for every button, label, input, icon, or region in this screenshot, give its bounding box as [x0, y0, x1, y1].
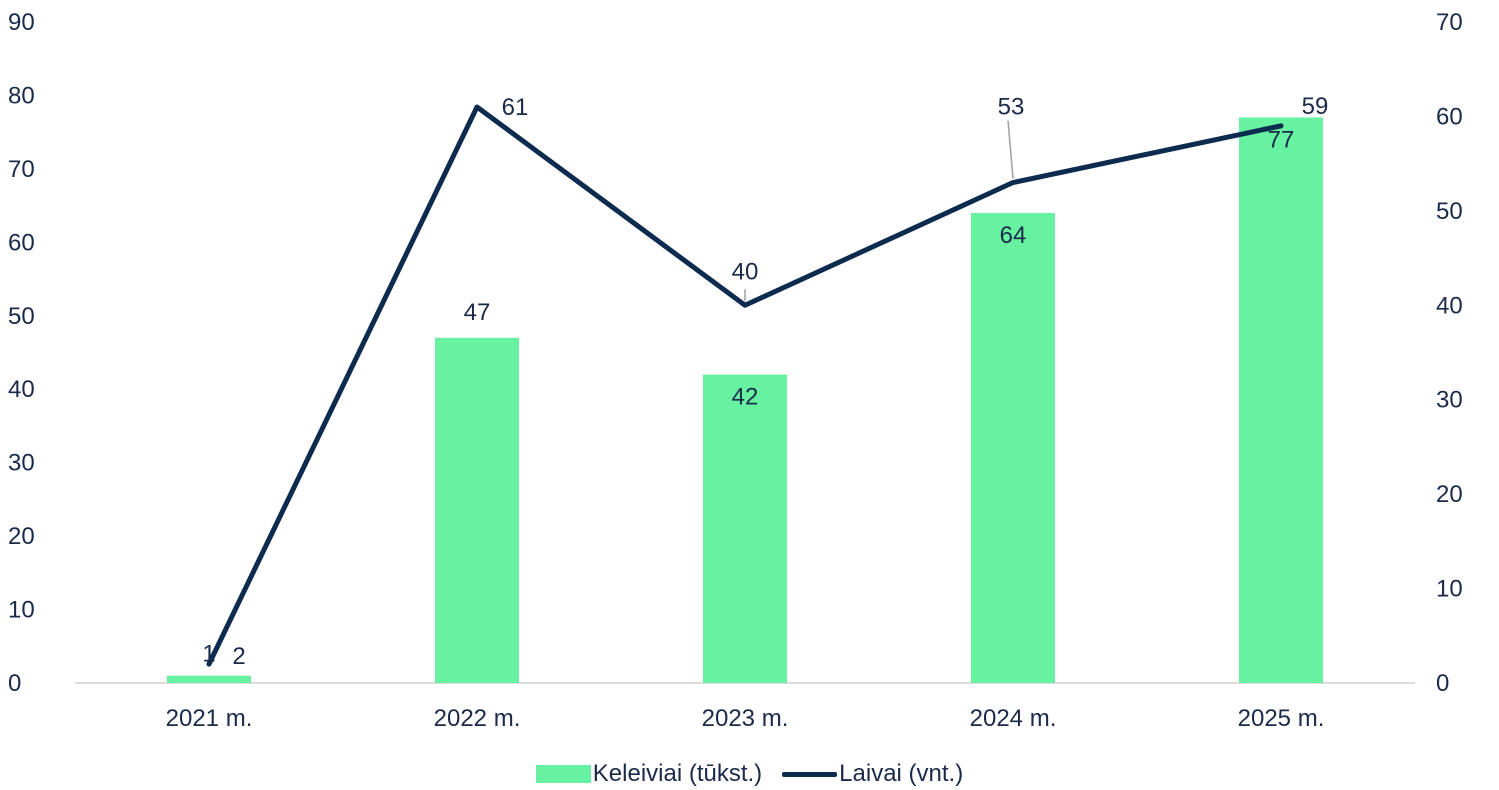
left-axis-tick-label: 60 — [8, 229, 35, 256]
line-point — [476, 106, 478, 108]
right-axis-tick-label: 30 — [1436, 387, 1463, 414]
bar — [167, 675, 251, 683]
legend-label-keleiviai: Keleiviai (tūkst.) — [592, 760, 763, 787]
x-axis-tick-label: 2024 m. — [970, 705, 1057, 732]
x-axis-ticks: 2021 m. 2022 m. 2023 m. 2024 m. 2025 m. — [166, 705, 1325, 732]
bar — [971, 212, 1055, 683]
bar-data-label: 77 — [1268, 126, 1295, 153]
left-axis-tick-label: 70 — [8, 156, 35, 183]
left-axis-tick-label: 10 — [8, 597, 35, 624]
legend-item-laivai: Laivai (vnt.) — [782, 760, 963, 788]
right-axis-tick-label: 50 — [1436, 198, 1463, 225]
legend-line-swatch — [782, 771, 838, 777]
line-data-label: 59 — [1302, 93, 1329, 120]
left-axis-tick-label: 40 — [8, 376, 35, 403]
x-axis-tick-label: 2023 m. — [702, 705, 789, 732]
right-axis-tick-label: 70 — [1436, 9, 1463, 36]
legend: Keleiviai (tūkst.) Laivai (vnt.) — [0, 758, 1499, 790]
left-axis-tick-label: 80 — [8, 82, 35, 109]
right-axis-tick-label: 60 — [1436, 103, 1463, 130]
x-axis-tick-label: 2021 m. — [166, 705, 253, 732]
line-data-label: 61 — [502, 94, 529, 121]
left-axis-tick-label: 30 — [8, 450, 35, 477]
x-axis-tick-label: 2022 m. — [434, 705, 521, 732]
line-series — [206, 104, 1284, 667]
bar-series — [167, 117, 1323, 683]
line-point — [1280, 125, 1282, 127]
right-axis-tick-label: 0 — [1436, 670, 1449, 697]
left-axis-tick-label: 90 — [8, 9, 35, 36]
legend-bar-swatch — [535, 765, 591, 783]
line-data-labels: 2 61 40 53 59 — [232, 93, 1328, 670]
leader-line — [1007, 120, 1014, 179]
left-axis-tick-label: 0 — [8, 670, 21, 697]
bar-data-label: 64 — [1000, 222, 1027, 249]
line-data-label: 40 — [732, 258, 759, 285]
right-axis-tick-label: 10 — [1436, 576, 1463, 603]
bar — [1239, 117, 1323, 683]
x-axis-tick-label: 2025 m. — [1238, 705, 1325, 732]
left-axis-tick-label: 50 — [8, 303, 35, 330]
left-y-axis: 0 10 20 30 40 50 60 70 80 90 — [8, 9, 35, 697]
bar-data-label: 47 — [464, 299, 491, 326]
line-data-label: 53 — [998, 94, 1025, 121]
line-data-label: 2 — [232, 643, 245, 670]
bar — [435, 337, 519, 683]
line-point — [1012, 182, 1014, 184]
legend-label-laivai: Laivai (vnt.) — [839, 760, 964, 787]
legend-item-keleiviai: Keleiviai (tūkst.) — [535, 760, 763, 788]
line-point — [744, 304, 746, 306]
right-axis-tick-label: 20 — [1436, 481, 1463, 508]
right-axis-tick-label: 40 — [1436, 292, 1463, 319]
left-axis-tick-label: 20 — [8, 523, 35, 550]
right-y-axis: 0 10 20 30 40 50 60 70 — [1436, 9, 1463, 697]
bar-data-label: 42 — [732, 384, 759, 411]
line-point — [208, 663, 210, 665]
bar — [703, 374, 787, 683]
